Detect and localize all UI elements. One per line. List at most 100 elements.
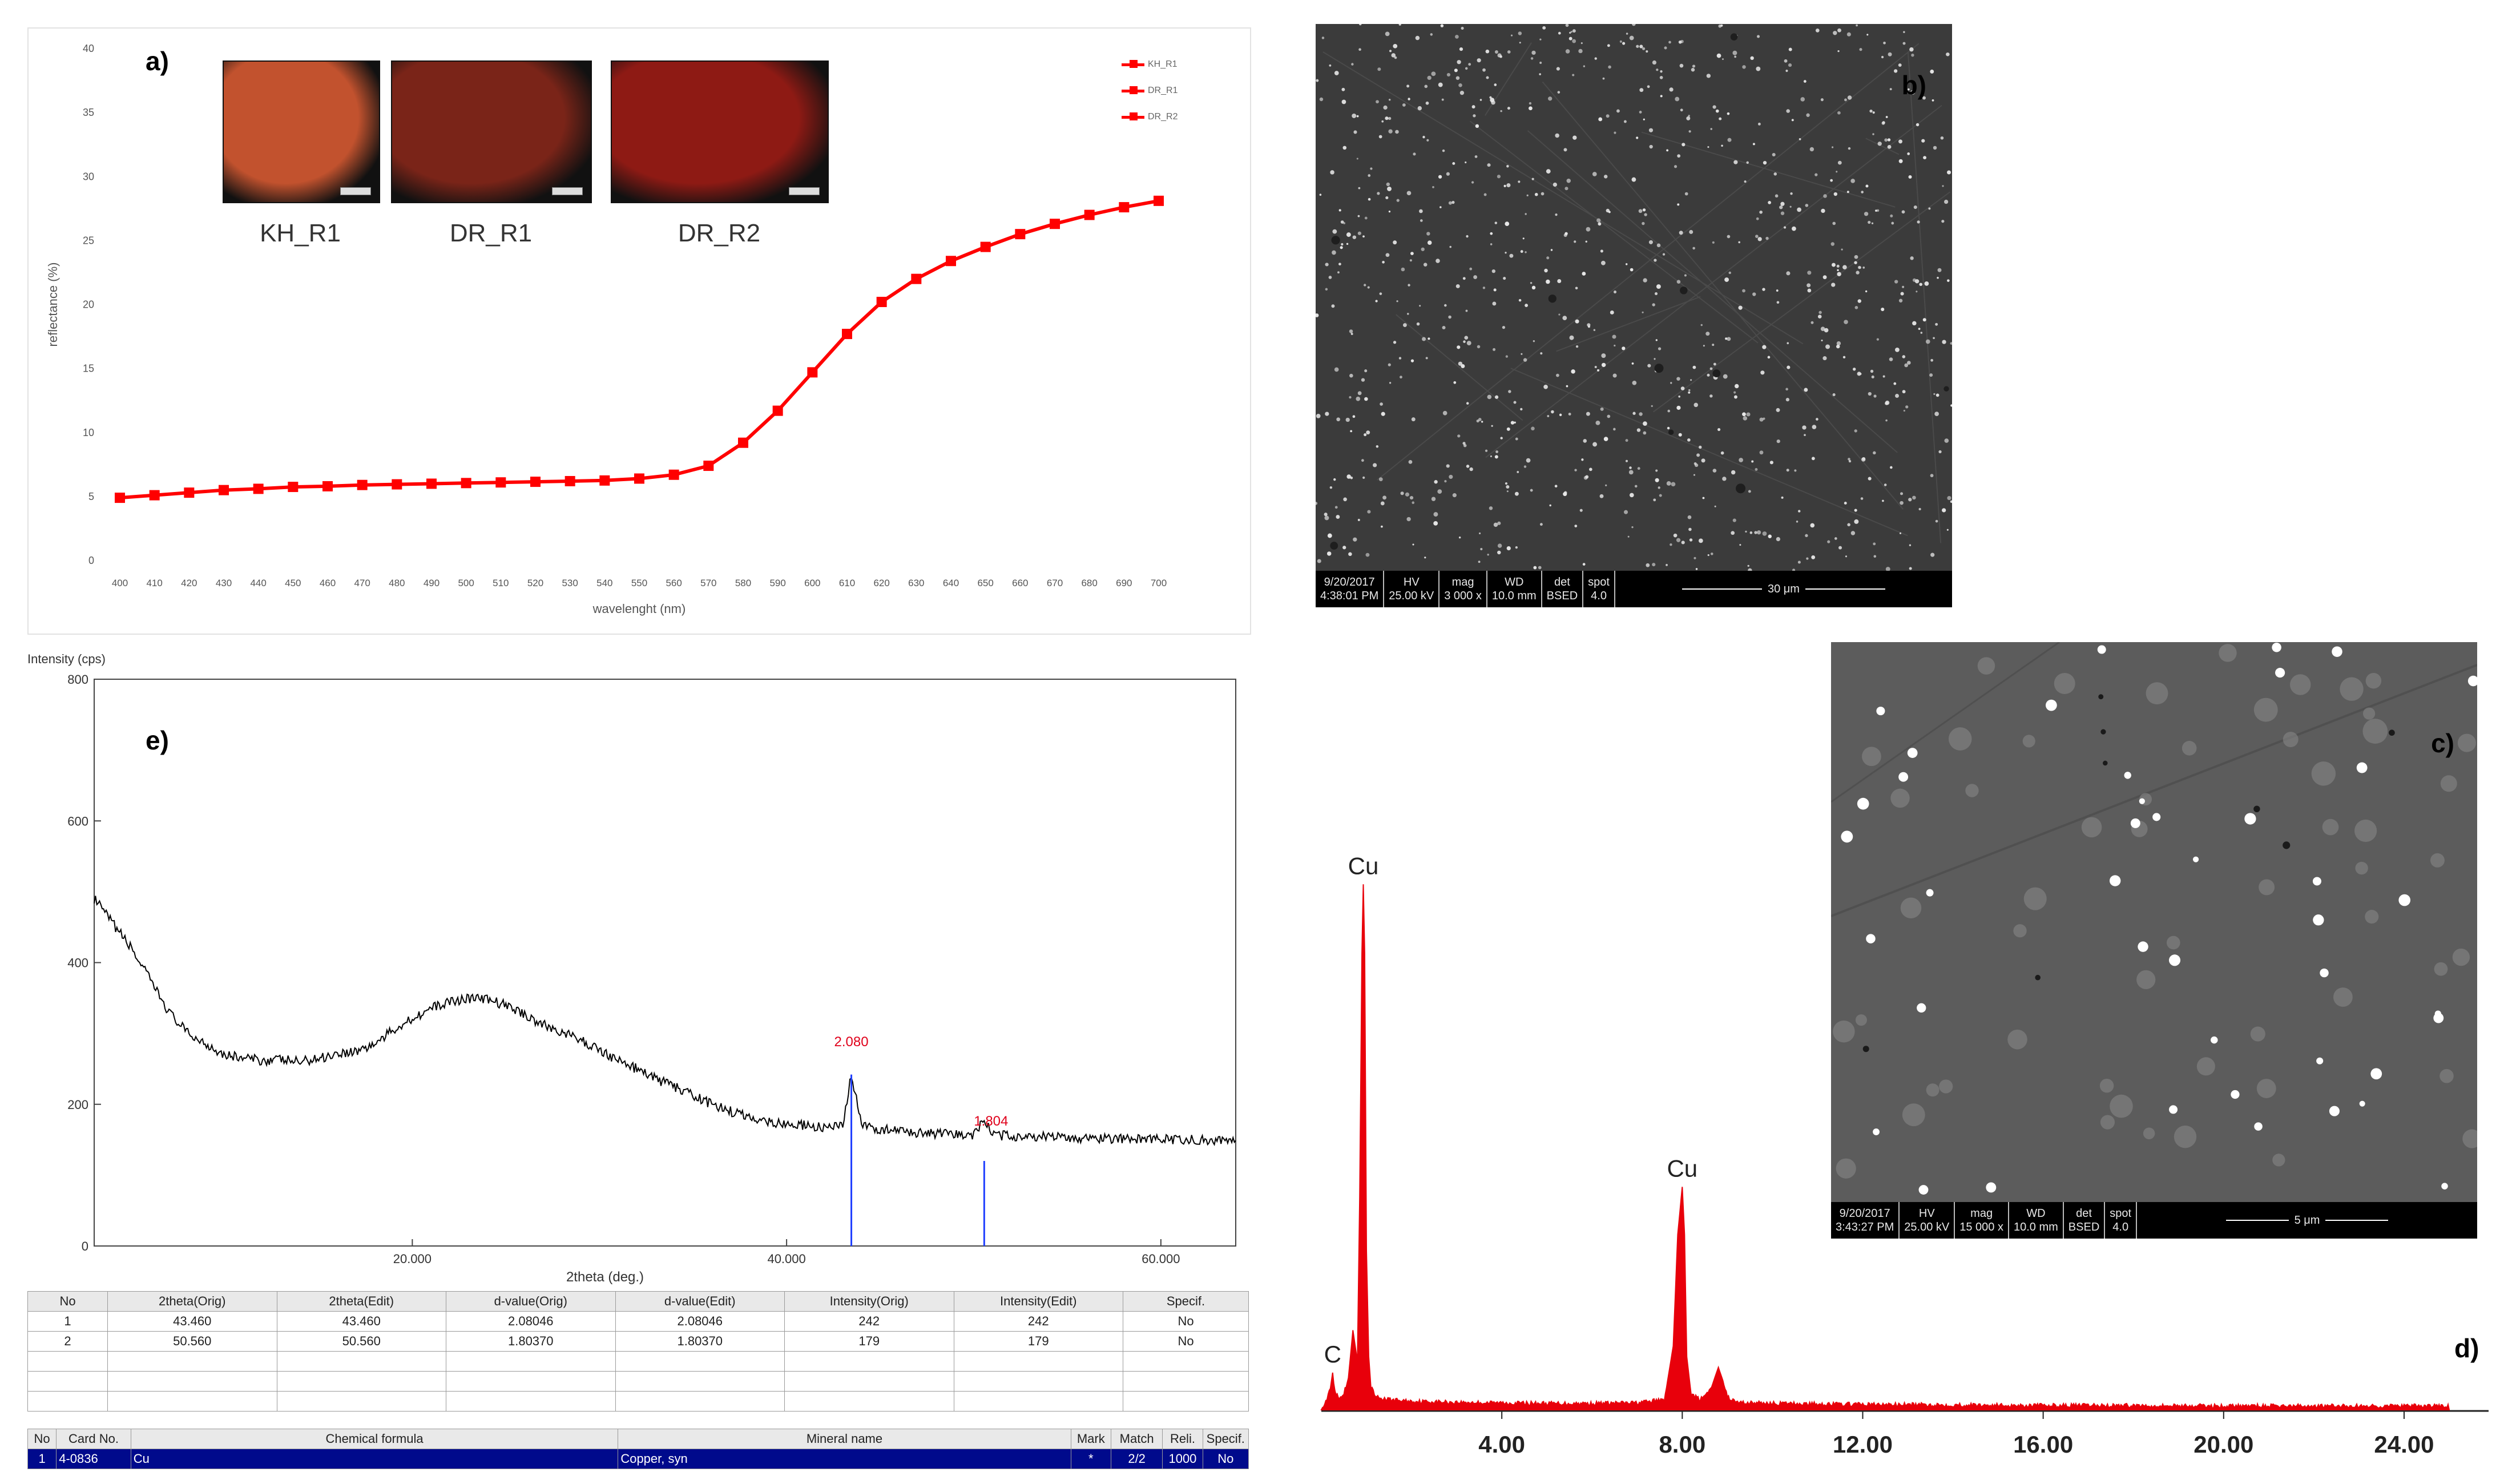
copper-particle bbox=[1807, 271, 1812, 275]
x-tick-label: 40.000 bbox=[767, 1252, 805, 1266]
copper-particle bbox=[1346, 232, 1351, 237]
y-tick-label: 15 bbox=[83, 363, 94, 374]
copper-particle bbox=[1478, 560, 1481, 563]
copper-particle bbox=[1412, 543, 1414, 546]
copper-particle bbox=[1893, 382, 1897, 385]
copper-particle bbox=[1903, 409, 1905, 412]
copper-particle bbox=[1416, 322, 1420, 326]
copper-particle bbox=[1755, 467, 1758, 471]
copper-particle bbox=[1743, 416, 1748, 421]
copper-particle bbox=[1497, 550, 1501, 555]
copper-particle bbox=[1597, 369, 1600, 372]
table-cell bbox=[615, 1351, 785, 1372]
table-row[interactable] bbox=[27, 1391, 1249, 1412]
copper-particle bbox=[1884, 138, 1888, 142]
copper-particle bbox=[1913, 205, 1917, 209]
x-tick-label: 490 bbox=[424, 578, 439, 588]
copper-particle bbox=[1707, 146, 1709, 148]
copper-particle bbox=[1365, 553, 1370, 557]
legend-item-dr-r1: DR_R1 bbox=[1122, 86, 1178, 96]
copper-particle bbox=[1520, 408, 1523, 411]
scale-bar-line bbox=[2325, 1220, 2389, 1221]
copper-particle bbox=[1682, 143, 1686, 147]
copper-particle bbox=[1373, 463, 1377, 467]
copper-particle bbox=[1491, 100, 1495, 105]
copper-particle-halo bbox=[2362, 719, 2388, 744]
copper-particle bbox=[1727, 235, 1731, 239]
sem-wd-value: 10.0 mm bbox=[2013, 1221, 2058, 1233]
x-tick-label: 500 bbox=[458, 578, 474, 588]
copper-particle bbox=[1550, 249, 1553, 251]
copper-particle bbox=[1364, 369, 1368, 373]
copper-particle bbox=[1583, 475, 1588, 480]
table-row[interactable]: 1 43.460 43.460 2.08046 2.08046 242 242 No bbox=[27, 1311, 1249, 1332]
table-row[interactable]: 2 50.560 50.560 1.80370 1.80370 179 179 No bbox=[27, 1331, 1249, 1352]
copper-particle bbox=[1559, 413, 1562, 417]
sem-det-label: det bbox=[1554, 576, 1570, 588]
copper-particle-halo bbox=[2452, 948, 2470, 966]
copper-particle-halo bbox=[2253, 697, 2278, 722]
copper-particle bbox=[1898, 63, 1902, 67]
y-tick-label: 0 bbox=[88, 555, 94, 566]
column-header: No bbox=[27, 1291, 108, 1312]
copper-particle bbox=[1861, 191, 1864, 193]
copper-particle bbox=[1710, 553, 1713, 555]
copper-particle-halo bbox=[2355, 861, 2368, 875]
copper-particle bbox=[1812, 425, 1817, 429]
panel-b-letter: b) bbox=[1901, 70, 1926, 100]
copper-particle bbox=[1619, 40, 1622, 43]
copper-particle bbox=[1752, 292, 1756, 296]
copper-particle bbox=[1763, 417, 1765, 420]
copper-particle bbox=[1563, 148, 1567, 152]
copper-particle bbox=[1515, 546, 1518, 549]
copper-particle bbox=[1799, 138, 1801, 140]
copper-particle bbox=[2169, 1105, 2178, 1114]
copper-particle bbox=[1370, 167, 1373, 170]
table-row[interactable] bbox=[27, 1371, 1249, 1392]
column-header: Chemical formula bbox=[130, 1429, 619, 1449]
copper-particle bbox=[1696, 453, 1700, 457]
copper-particle bbox=[1325, 412, 1329, 416]
copper-particle bbox=[1407, 313, 1409, 315]
copper-particle bbox=[1475, 124, 1479, 128]
table-row[interactable] bbox=[27, 1351, 1249, 1372]
copper-particle bbox=[1854, 509, 1857, 512]
copper-particle bbox=[1341, 87, 1345, 91]
copper-particle bbox=[1362, 235, 1365, 238]
copper-particle-halo bbox=[2136, 970, 2156, 990]
table-row-selected[interactable]: 1 4-0836 Cu Copper, syn * 2/2 1000 No bbox=[27, 1449, 1249, 1469]
copper-particle bbox=[1356, 115, 1359, 118]
copper-particle bbox=[1525, 251, 1527, 253]
table-cell bbox=[784, 1391, 954, 1412]
copper-particle bbox=[1368, 174, 1371, 177]
copper-particle bbox=[1426, 232, 1430, 236]
sample-label-dr-r2: DR_R2 bbox=[678, 219, 761, 247]
copper-particle bbox=[1669, 87, 1674, 92]
copper-particle bbox=[2124, 772, 2131, 779]
copper-particle bbox=[1345, 417, 1350, 422]
table-cell: No bbox=[1123, 1311, 1249, 1332]
copper-particle bbox=[1822, 275, 1827, 280]
copper-particle bbox=[1848, 147, 1851, 150]
copper-particle bbox=[1881, 307, 1885, 312]
copper-particle bbox=[1439, 206, 1442, 208]
copper-particle bbox=[1681, 541, 1685, 545]
copper-particle bbox=[1389, 382, 1392, 384]
copper-particle bbox=[1431, 497, 1436, 501]
copper-particle bbox=[1695, 463, 1699, 467]
copper-particle bbox=[1402, 323, 1407, 327]
copper-particle bbox=[1938, 450, 1942, 454]
table-cell bbox=[276, 1351, 446, 1372]
copper-particle bbox=[1346, 474, 1351, 479]
legend-label: DR_R2 bbox=[1148, 112, 1178, 122]
sample-label-kh-r1: KH_R1 bbox=[260, 219, 341, 247]
copper-particle bbox=[1754, 531, 1757, 534]
sem-hv: HV 25.00 kV bbox=[1384, 571, 1440, 607]
surface-pit bbox=[1712, 369, 1721, 377]
copper-particle bbox=[1916, 291, 1918, 293]
column-header: Specif. bbox=[1202, 1429, 1249, 1449]
copper-particle bbox=[1836, 171, 1838, 173]
table-cell bbox=[953, 1351, 1123, 1372]
copper-particle bbox=[1836, 344, 1840, 349]
copper-particle bbox=[1494, 83, 1497, 86]
